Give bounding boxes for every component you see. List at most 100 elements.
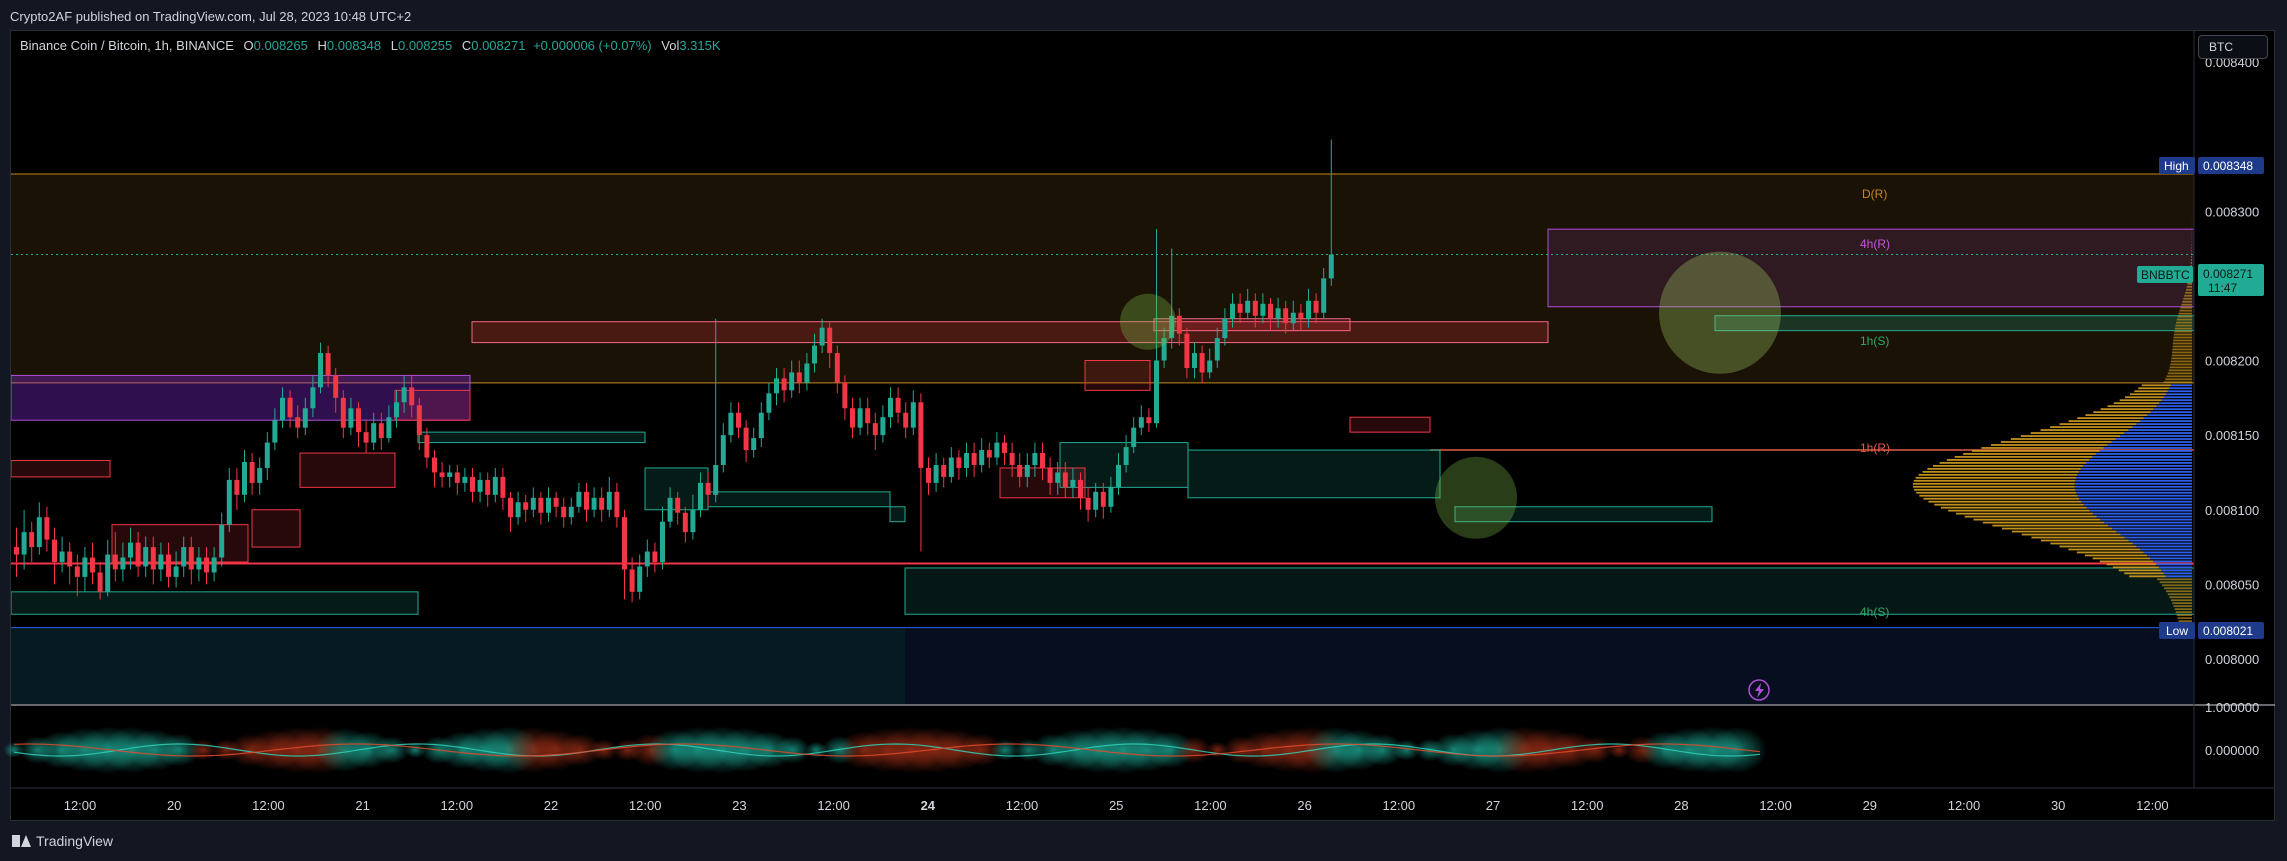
- lower-band-teal: [11, 627, 905, 704]
- candle-body-151: [1161, 338, 1167, 361]
- candle-body-39: [310, 387, 316, 409]
- candle-body-120: [926, 467, 931, 483]
- candle-body-66: [515, 502, 521, 518]
- candle-body-104: [804, 363, 810, 383]
- candle-body-60: [470, 476, 475, 492]
- candle-body-110: [850, 408, 855, 428]
- demand-box-0: [11, 591, 419, 615]
- time-tick-1: 20: [167, 798, 181, 813]
- candle-body-138: [1062, 472, 1068, 488]
- candle-body-65: [508, 497, 513, 518]
- candle-body-29: [234, 479, 240, 495]
- candle-body-58: [454, 472, 460, 483]
- candle-body-22: [181, 547, 187, 567]
- candle-body-52: [409, 387, 415, 406]
- time-tick-8: 12:00: [817, 798, 850, 813]
- candle-body-134: [1032, 453, 1038, 465]
- candle-body-62: [485, 479, 491, 495]
- time-axis[interactable]: 12:00 20 12:00 21 12:00 22 12:00 23 12:00 24 12:00…: [64, 798, 2169, 813]
- supply-box-4: [394, 389, 471, 421]
- candle-body-4: [44, 517, 50, 540]
- candle-body-72: [561, 506, 567, 518]
- candle-body-171: [1313, 300, 1319, 313]
- candle-body-63: [492, 476, 498, 495]
- candle-body-59: [462, 476, 468, 483]
- price-tick-7: 0.008000: [2205, 652, 2259, 667]
- zone-label-1h-support: 1h(S): [1860, 334, 1889, 348]
- candle-body-48: [378, 423, 384, 439]
- pink-zone-small: [1153, 318, 1351, 332]
- low-value: 0.008255: [397, 38, 453, 53]
- candle-body-90: [698, 482, 703, 510]
- lightning-icon[interactable]: [1748, 679, 1770, 701]
- currency-button[interactable]: BTC: [2198, 35, 2268, 59]
- change-value: +0.000006 (+0.07%): [533, 38, 652, 53]
- candle-body-93: [720, 435, 726, 465]
- low-marker-value: 0.008021: [2203, 624, 2253, 638]
- candle-body-34: [272, 420, 278, 443]
- candle-body-89: [690, 509, 696, 533]
- demand-box-3: [707, 491, 891, 508]
- candle-body-8: [74, 566, 80, 577]
- time-tick-17: 28: [1674, 798, 1688, 813]
- candle-body-122: [941, 464, 947, 477]
- candle-body-165: [1268, 303, 1273, 319]
- volume-label: Vol: [661, 38, 680, 53]
- candle-body-170: [1306, 300, 1311, 319]
- candle-body-88: [682, 512, 688, 533]
- symbol-tag: BNBBTC: [2141, 268, 2190, 282]
- osc-blob-59: [1392, 739, 1421, 761]
- candle-body-83: [644, 551, 650, 567]
- candle-body-69: [538, 497, 544, 513]
- candle-body-114: [880, 417, 886, 436]
- candle-body-0: [14, 547, 19, 555]
- open-label: O: [243, 38, 254, 53]
- zones-layer: [11, 173, 2194, 704]
- candle-body-124: [956, 457, 962, 468]
- time-tick-9: 24: [921, 798, 936, 813]
- tradingview-brand[interactable]: TradingView: [12, 833, 113, 849]
- candle-body-173: [1328, 254, 1334, 279]
- candle-body-67: [523, 502, 529, 510]
- candle-body-9: [82, 557, 88, 577]
- tradingview-logo-icon: [12, 835, 31, 847]
- pink-zone-mid: [471, 321, 1549, 344]
- time-tick-21: 30: [2051, 798, 2065, 813]
- candle-body-118: [910, 402, 916, 428]
- candle-body-111: [857, 408, 863, 428]
- osc-blob-17: [404, 741, 426, 759]
- high-marker-label: High: [2164, 159, 2189, 173]
- candle-body-91: [705, 482, 711, 495]
- candle-body-87: [675, 497, 681, 513]
- close-value: 0.008271: [471, 38, 526, 53]
- candle-body-18: [150, 547, 156, 570]
- publish-header: Crypto2AF published on TradingView.com, …: [0, 0, 2287, 30]
- candle-body-71: [553, 497, 559, 507]
- candle-body-45: [356, 408, 361, 433]
- candle-body-64: [500, 476, 506, 498]
- candle-body-145: [1116, 464, 1121, 488]
- candle-body-100: [774, 378, 779, 394]
- candle-body-125: [964, 453, 969, 468]
- candle-body-92: [713, 464, 719, 495]
- candle-body-152: [1169, 315, 1175, 339]
- 4h-resistance-zone: [1547, 228, 2194, 308]
- candle-body-94: [728, 412, 734, 436]
- candle-body-44: [348, 408, 354, 428]
- candle-body-2: [29, 532, 35, 548]
- time-tick-2: 12:00: [252, 798, 285, 813]
- open-value: 0.008265: [253, 38, 308, 53]
- highlight-circle-3: [1659, 251, 1781, 374]
- osc-blob-16: [373, 736, 410, 764]
- candle-body-116: [895, 397, 901, 413]
- zone-labels: D(R) 4h(R) 1h(S) 1h(R) 4h(S): [1860, 187, 1890, 619]
- candle-body-36: [287, 397, 293, 418]
- price-tick-4: 0.008150: [2205, 428, 2259, 443]
- candle-body-143: [1100, 491, 1106, 507]
- candle-body-12: [105, 554, 111, 592]
- high-marker-value: 0.008348: [2203, 159, 2253, 173]
- candle-body-3: [36, 517, 42, 548]
- candle-body-13: [112, 554, 118, 570]
- candle-body-96: [743, 427, 749, 451]
